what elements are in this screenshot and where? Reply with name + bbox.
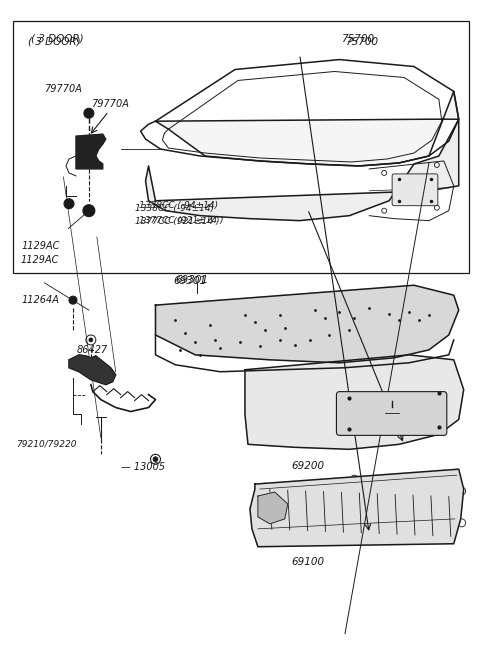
Text: 1129AC: 1129AC xyxy=(21,240,60,250)
Text: 69301: 69301 xyxy=(173,276,206,286)
Circle shape xyxy=(89,338,93,342)
Text: ( 3 DOOR): ( 3 DOOR) xyxy=(31,34,84,44)
Polygon shape xyxy=(156,285,459,363)
Circle shape xyxy=(64,199,74,209)
Circle shape xyxy=(84,108,94,118)
Text: 11264A: 11264A xyxy=(21,295,59,306)
FancyBboxPatch shape xyxy=(392,174,438,206)
Circle shape xyxy=(290,315,310,335)
Circle shape xyxy=(386,407,398,419)
Polygon shape xyxy=(250,469,464,547)
Text: 79210/79220: 79210/79220 xyxy=(16,440,77,448)
Text: 69200: 69200 xyxy=(292,461,325,471)
Bar xyxy=(13,22,469,273)
Text: 75700: 75700 xyxy=(341,34,374,44)
Text: 79770A: 79770A xyxy=(44,83,82,93)
Polygon shape xyxy=(258,492,288,524)
Text: 1338CC (-94±14): 1338CC (-94±14) xyxy=(135,204,214,214)
Text: — 13005: — 13005 xyxy=(120,463,165,472)
Text: 1129AC: 1129AC xyxy=(21,256,59,265)
Text: 79770A: 79770A xyxy=(91,99,129,109)
Polygon shape xyxy=(76,134,106,169)
Text: 75700: 75700 xyxy=(345,37,378,47)
Circle shape xyxy=(153,457,158,462)
Text: 69100: 69100 xyxy=(292,556,325,567)
Text: ( 3 DOOR): ( 3 DOOR) xyxy=(28,37,80,47)
Polygon shape xyxy=(145,119,459,221)
Text: 1377CC (921±14 ): 1377CC (921±14 ) xyxy=(135,217,219,227)
Circle shape xyxy=(69,296,77,304)
Polygon shape xyxy=(245,355,464,449)
Text: 1338CC (-94±14): 1338CC (-94±14) xyxy=(139,201,218,210)
Circle shape xyxy=(413,188,417,192)
Circle shape xyxy=(83,205,95,217)
Circle shape xyxy=(219,319,241,341)
FancyBboxPatch shape xyxy=(336,392,447,436)
Text: 1377CC (921±14 ): 1377CC (921±14 ) xyxy=(139,215,223,225)
Circle shape xyxy=(365,311,383,329)
Polygon shape xyxy=(156,91,459,166)
Text: 86427: 86427 xyxy=(77,345,108,355)
Polygon shape xyxy=(69,355,116,384)
Text: 69301: 69301 xyxy=(175,275,208,285)
